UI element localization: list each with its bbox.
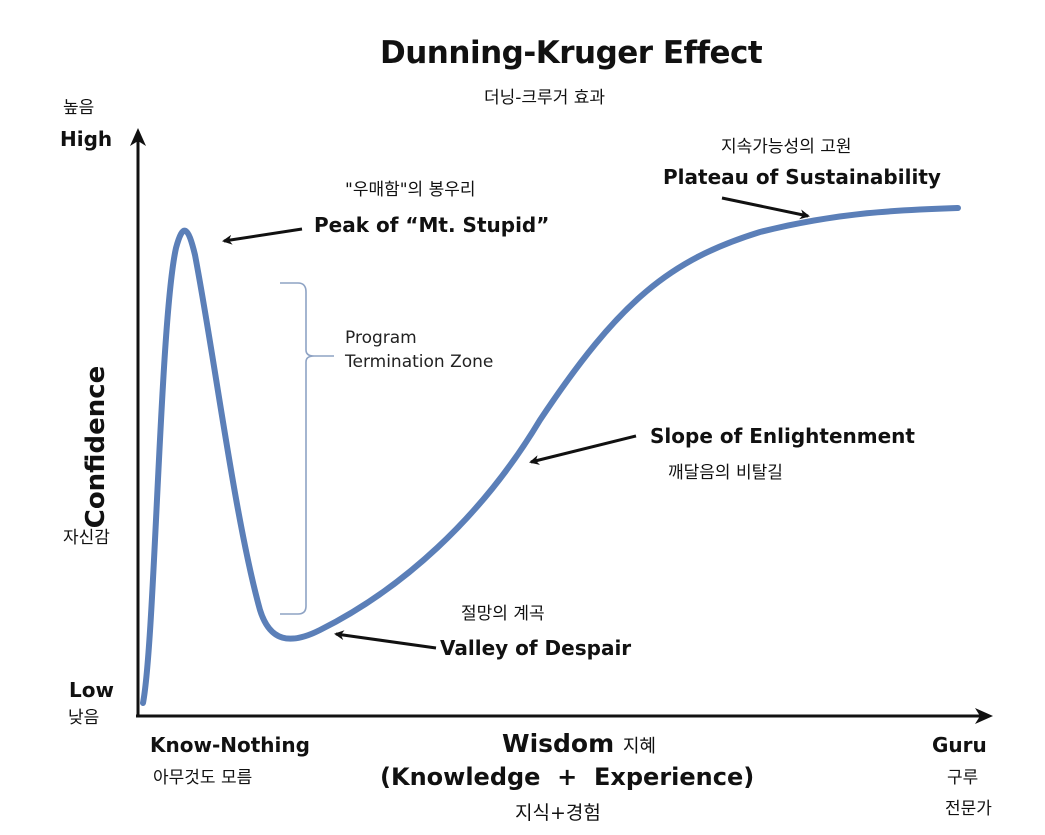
peak-label-korean: "우매함"의 봉우리: [345, 180, 476, 200]
valley-label: Valley of Despair: [440, 636, 632, 660]
plateau-arrow: [721, 196, 810, 220]
diagram-title-korean: 더닝-크루거 효과: [484, 88, 606, 108]
y-high-label: High: [60, 127, 113, 151]
y-high-label-korean: 높음: [63, 98, 95, 118]
diagram-title: Dunning-Kruger Effect: [380, 35, 763, 71]
valley-arrow: [334, 630, 437, 650]
x-right-label: Guru: [932, 733, 987, 757]
termination-zone-label-line1: Program: [345, 328, 417, 348]
y-low-label-korean: 낮음: [68, 708, 100, 728]
x-axis-title-text: Wisdom: [502, 729, 615, 758]
confidence-curve: [140, 205, 961, 706]
plateau-label: Plateau of Sustainability: [663, 165, 941, 189]
peak-arrow: [222, 227, 303, 245]
x-axis-subtitle-korean: 지식+경험: [515, 802, 601, 824]
peak-label: Peak of “Mt. Stupid”: [314, 213, 550, 237]
x-left-label: Know-Nothing: [150, 733, 310, 757]
termination-zone-label-line2: Termination Zone: [345, 352, 494, 372]
slope-label-korean: 깨달음의 비탈길: [668, 463, 783, 483]
x-axis-title-korean: 지혜: [622, 736, 656, 757]
x-right-label-korean-2: 전문가: [945, 799, 992, 819]
termination-zone-bracket: [280, 282, 334, 615]
y-axis-title-korean: 자신감: [63, 528, 110, 548]
x-axis-title: Wisdom 지혜: [502, 730, 656, 758]
y-axis-arrowhead: [130, 128, 146, 146]
slope-arrow: [529, 434, 637, 465]
x-axis-arrowhead: [975, 708, 993, 724]
slope-label: Slope of Enlightenment: [650, 424, 915, 448]
y-low-label: Low: [69, 678, 114, 702]
plateau-label-korean: 지속가능성의 고원: [721, 137, 852, 157]
valley-label-korean: 절망의 계곡: [461, 604, 545, 624]
x-left-label-korean: 아무것도 모름: [153, 768, 253, 788]
x-right-label-korean-1: 구루: [947, 768, 979, 788]
y-axis-title: Confidence: [81, 365, 111, 529]
x-axis-subtitle: (Knowledge + Experience): [380, 763, 755, 791]
